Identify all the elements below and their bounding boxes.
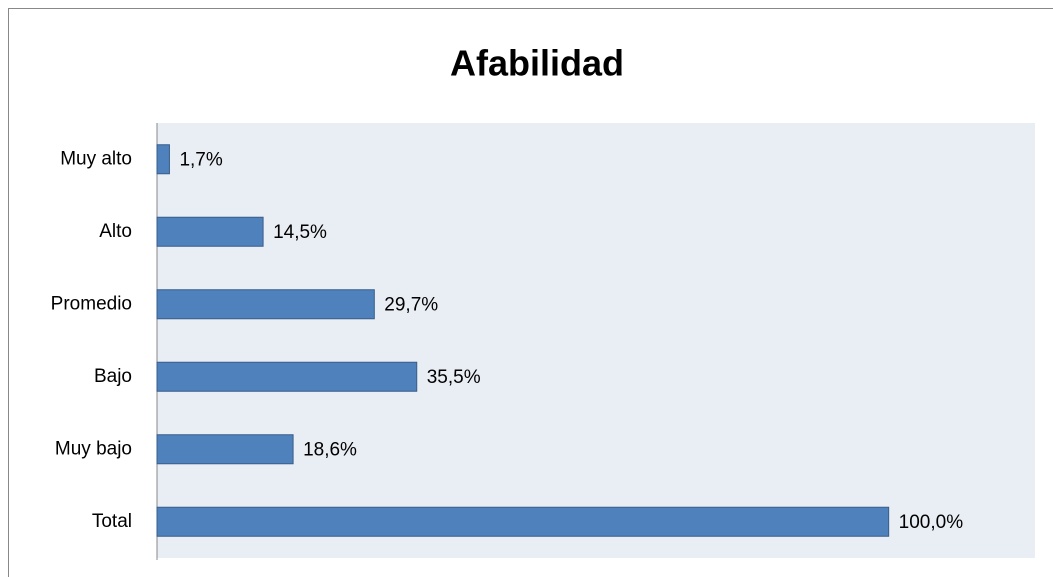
data-label: 14,5% (273, 222, 327, 243)
y-tick-label: Muy bajo (55, 438, 132, 459)
chart-title: Afabilidad (450, 43, 624, 84)
bar (156, 289, 375, 320)
data-label: 1,7% (179, 149, 222, 170)
bar (156, 506, 890, 537)
bar (156, 434, 294, 465)
data-label: 35,5% (427, 367, 481, 388)
y-tick-label: Total (92, 511, 132, 532)
data-label: 18,6% (303, 439, 357, 460)
bar (156, 361, 418, 392)
y-tick-label: Promedio (51, 293, 132, 314)
y-tick-label: Muy alto (60, 148, 132, 169)
bar (156, 216, 264, 247)
y-tick-label: Bajo (94, 366, 132, 387)
bar (156, 144, 170, 175)
data-label: 100,0% (899, 512, 964, 533)
y-tick-label: Alto (99, 221, 132, 242)
data-label: 29,7% (384, 294, 438, 315)
plot-area (157, 123, 1035, 558)
